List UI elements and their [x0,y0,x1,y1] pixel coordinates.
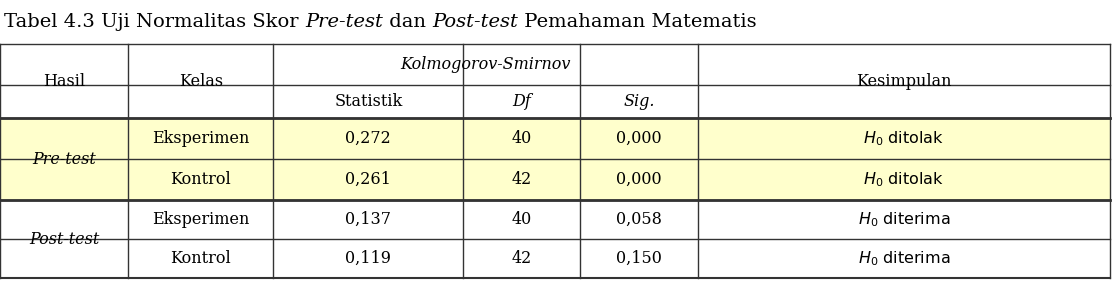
Text: Df: Df [512,93,531,110]
Text: Post-test: Post-test [29,231,99,248]
Text: 0,137: 0,137 [345,211,392,228]
Text: Kontrol: Kontrol [171,171,231,188]
Text: Tabel 4.3 Uji Normalitas Skor: Tabel 4.3 Uji Normalitas Skor [4,13,305,31]
Text: 0,000: 0,000 [616,171,662,188]
Text: 0,000: 0,000 [616,130,662,147]
Bar [0,159,1110,200]
Bar [0,44,1110,278]
Text: 0,272: 0,272 [346,130,391,147]
Text: Sig.: Sig. [623,93,655,110]
Text: $H_0$ diterima: $H_0$ diterima [858,249,950,268]
Text: 40: 40 [511,211,532,228]
Text: Eksperimen: Eksperimen [152,211,250,228]
Text: 0,119: 0,119 [345,250,392,267]
Text: dan: dan [383,13,432,31]
Text: Hasil: Hasil [44,73,85,90]
Text: Post-test: Post-test [432,13,518,31]
Text: Kolmogorov-Smirnov: Kolmogorov-Smirnov [401,56,570,73]
Text: 0,261: 0,261 [345,171,392,188]
Text: Kontrol: Kontrol [171,250,231,267]
Text: $H_0$ ditolak: $H_0$ ditolak [864,129,944,148]
Text: Pre-test: Pre-test [305,13,383,31]
Text: $H_0$ diterima: $H_0$ diterima [858,210,950,229]
Text: $H_0$ ditolak: $H_0$ ditolak [864,170,944,189]
Text: 42: 42 [511,171,532,188]
Text: 40: 40 [511,130,532,147]
Text: 42: 42 [511,250,532,267]
Text: 0,150: 0,150 [616,250,662,267]
Text: Pemahaman Matematis: Pemahaman Matematis [518,13,757,31]
Text: Kelas: Kelas [179,73,223,90]
Text: Pre-test: Pre-test [32,151,96,168]
Bar [0,118,1110,159]
Text: Eksperimen: Eksperimen [152,130,250,147]
Text: Statistik: Statistik [334,93,403,110]
Text: Kesimpulan: Kesimpulan [856,73,952,90]
Text: 0,058: 0,058 [616,211,662,228]
